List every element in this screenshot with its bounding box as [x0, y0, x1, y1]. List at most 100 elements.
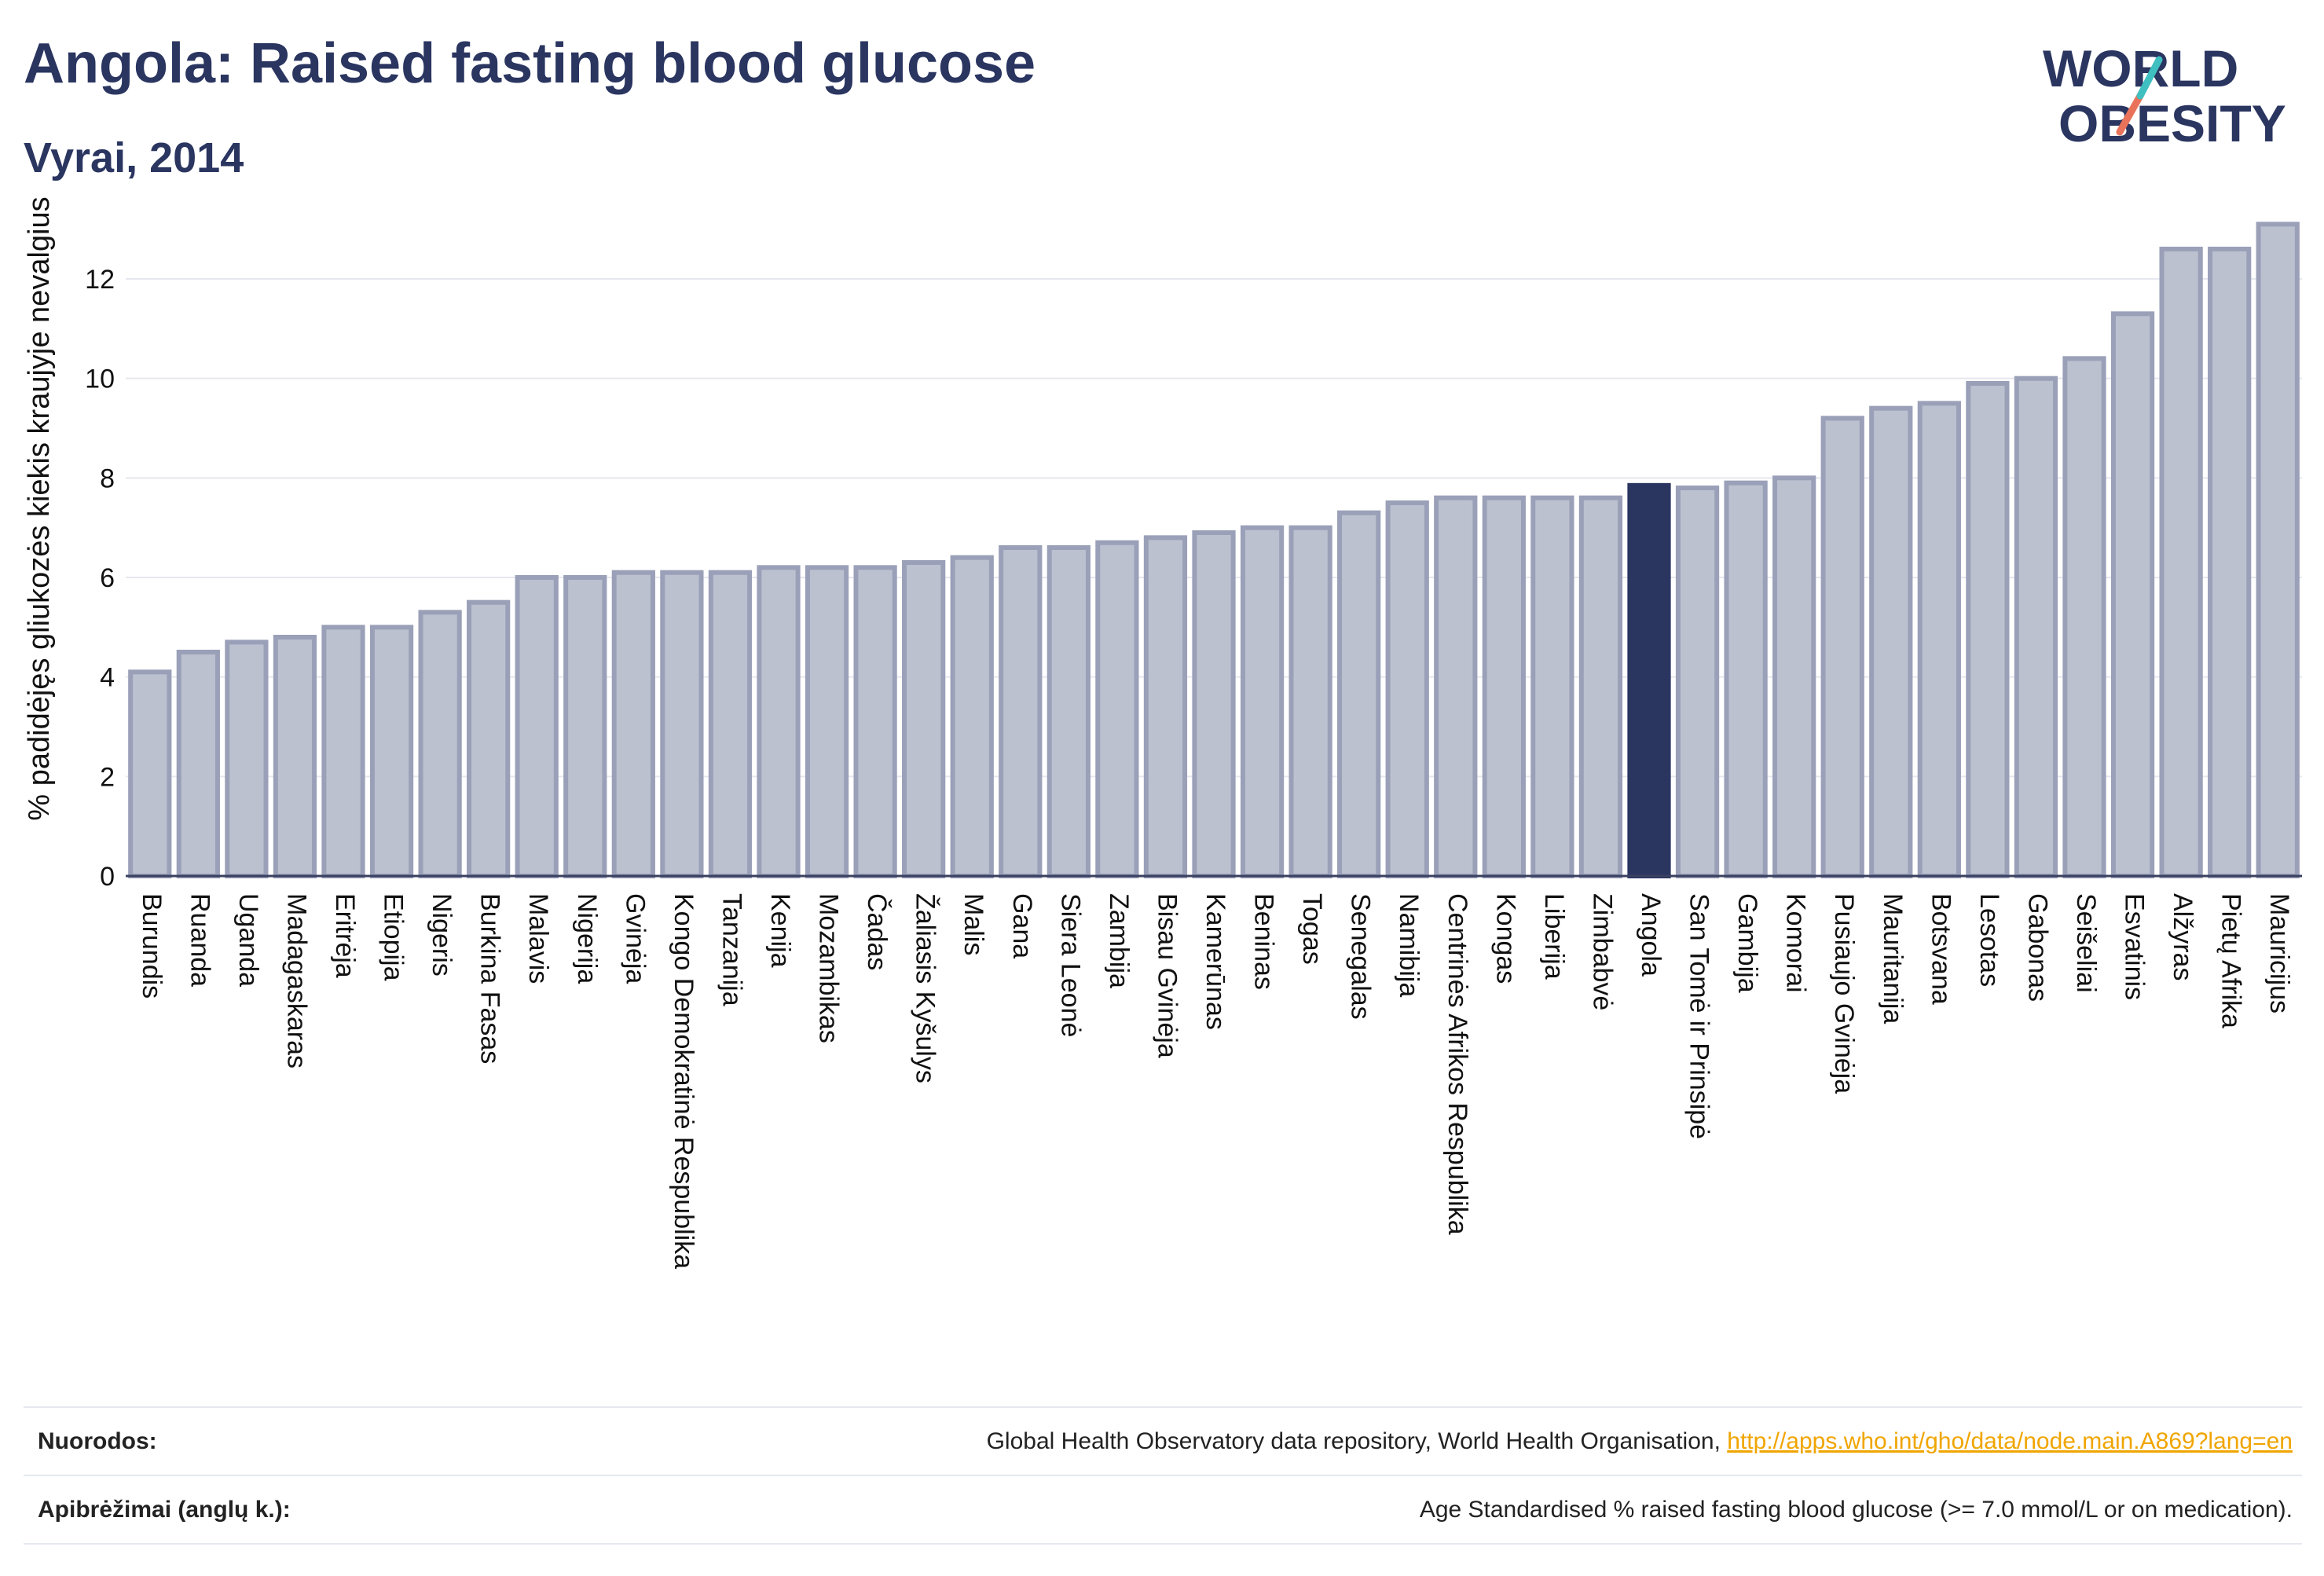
logo-line2: OBESITY: [2058, 94, 2286, 152]
x-tick-label: Liberija: [1539, 893, 1569, 980]
world-obesity-logo: WORLD OBESITY: [2043, 39, 2286, 152]
bar: [1192, 530, 1236, 878]
x-tick-label: Angola: [1636, 893, 1666, 977]
bar-chart: 0 2 4 6 8 10 12 Burundis Ruanda Uganda Madagaskar…: [23, 196, 2302, 1269]
bar: [805, 565, 849, 878]
x-tick-label: Botsvana: [1926, 893, 1956, 1005]
definitions-value: Age Standardised % raised fasting blood …: [1419, 1497, 2293, 1523]
x-tick-label: Kenija: [765, 893, 795, 968]
x-tick-label: Gana: [1007, 893, 1037, 958]
footer-divider-bottom: [24, 1543, 2302, 1545]
bar: [1724, 480, 1768, 879]
bars: [128, 222, 2300, 879]
x-tick-label: Mozambikas: [814, 893, 844, 1043]
bar: [1578, 495, 1623, 879]
x-axis-labels: Burundis Ruanda Uganda Madagaskaras Eritrėja…: [137, 893, 2294, 1269]
x-tick-label: Siera Leonė: [1055, 893, 1085, 1037]
x-tick-label: Čadas: [862, 893, 892, 970]
bar: [418, 610, 462, 878]
x-tick-label: Lesotas: [1974, 893, 2004, 987]
y-tick-label: 8: [100, 464, 115, 493]
bar: [2110, 311, 2155, 879]
bar: [1482, 495, 1526, 879]
bar: [2256, 222, 2300, 879]
bar: [1288, 525, 1332, 879]
x-tick-label: Mauritanija: [1878, 893, 1908, 1024]
y-tick-label: 12: [85, 265, 115, 295]
bar: [1095, 540, 1139, 879]
footer-divider-top: [24, 1406, 2302, 1408]
bar-highlight: [1627, 482, 1671, 878]
x-tick-label: Burkina Fasas: [475, 893, 505, 1064]
y-tick-label: 10: [85, 365, 115, 394]
x-tick-label: Eritrėja: [330, 893, 360, 978]
footer-divider-middle: [24, 1475, 2302, 1476]
bar: [1530, 495, 1574, 879]
bar: [321, 625, 365, 878]
x-tick-label: Zambija: [1104, 893, 1134, 988]
footer-sources-row: Nuorodos: Global Health Observatory data…: [24, 1409, 2302, 1475]
bar: [853, 565, 897, 878]
bar: [1917, 401, 1961, 878]
x-tick-label: Etiopija: [379, 893, 409, 981]
y-tick-label: 4: [100, 663, 115, 693]
bar: [1240, 525, 1285, 879]
bar: [128, 669, 172, 878]
footer-definitions-row: Apibrėžimai (anglų k.): Age Standardised…: [24, 1477, 2302, 1543]
x-tick-label: Pietų Afrika: [2216, 893, 2246, 1028]
bar: [1869, 405, 1913, 878]
x-tick-label: Žaliasis Kyšulys: [911, 893, 940, 1083]
bar: [369, 625, 414, 878]
page-title: Angola: Raised fasting blood glucose: [24, 32, 1036, 95]
x-tick-label: Zimbabvė: [1587, 893, 1617, 1010]
y-axis-ticks: 0 2 4 6 8 10 12: [85, 265, 115, 892]
bar: [1966, 381, 2010, 878]
y-axis-label: % padidėjęs gliukozės kiekis kraujyje ne…: [23, 196, 56, 820]
sources-label: Nuorodos:: [38, 1428, 157, 1454]
x-tick-label: Bisau Gvinėja: [1152, 893, 1182, 1058]
x-tick-label: Namibija: [1394, 893, 1424, 997]
x-tick-label: Madagaskaras: [281, 893, 311, 1068]
sources-text: Global Health Observatory data repositor…: [986, 1428, 1728, 1454]
bar: [225, 640, 269, 878]
bar: [1820, 416, 1864, 878]
sources-link[interactable]: http://apps.who.int/gho/data/node.main.A…: [1727, 1428, 2293, 1454]
x-tick-label: Togas: [1297, 893, 1327, 965]
bar: [273, 635, 317, 878]
x-tick-label: Gabonas: [2022, 893, 2052, 1002]
x-tick-label: Burundis: [137, 893, 167, 999]
x-tick-label: Centrinės Afrikos Respublika: [1442, 893, 1472, 1235]
bar: [757, 565, 801, 878]
page-subtitle: Vyrai, 2014: [24, 134, 244, 181]
y-tick-label: 2: [100, 762, 115, 792]
bar: [1434, 495, 1478, 879]
definitions-label: Apibrėžimai (anglų k.):: [38, 1497, 291, 1523]
bar: [660, 570, 704, 879]
x-tick-label: Beninas: [1249, 893, 1279, 990]
x-tick-label: Mauricijus: [2264, 893, 2294, 1013]
bar: [1337, 510, 1381, 879]
x-tick-label: Komorai: [1781, 893, 1811, 993]
x-tick-label: Malis: [959, 893, 988, 955]
x-tick-label: Uganda: [233, 893, 263, 987]
bar: [1143, 535, 1188, 878]
bar: [1772, 475, 1816, 878]
bar: [2208, 247, 2252, 878]
y-tick-label: 0: [100, 862, 115, 892]
bar: [563, 575, 607, 878]
x-tick-label: Malavis: [523, 893, 553, 984]
x-tick-label: Gambija: [1732, 893, 1762, 993]
x-tick-label: Pusiaujo Gvinėja: [1829, 893, 1859, 1094]
bar: [2159, 247, 2203, 878]
bar: [611, 570, 655, 879]
x-tick-label: Esvatinis: [2120, 893, 2150, 1000]
x-tick-label: Nigerija: [572, 893, 602, 984]
bar: [176, 650, 220, 878]
y-tick-label: 6: [100, 563, 115, 593]
bar: [467, 599, 511, 879]
x-tick-label: Kongo Demokratinė Respublika: [669, 893, 698, 1269]
x-tick-label: Tanzanija: [717, 893, 746, 1006]
bar: [950, 555, 994, 879]
x-tick-label: Kamerūnas: [1200, 893, 1230, 1030]
x-tick-label: Alžyras: [2168, 893, 2198, 980]
